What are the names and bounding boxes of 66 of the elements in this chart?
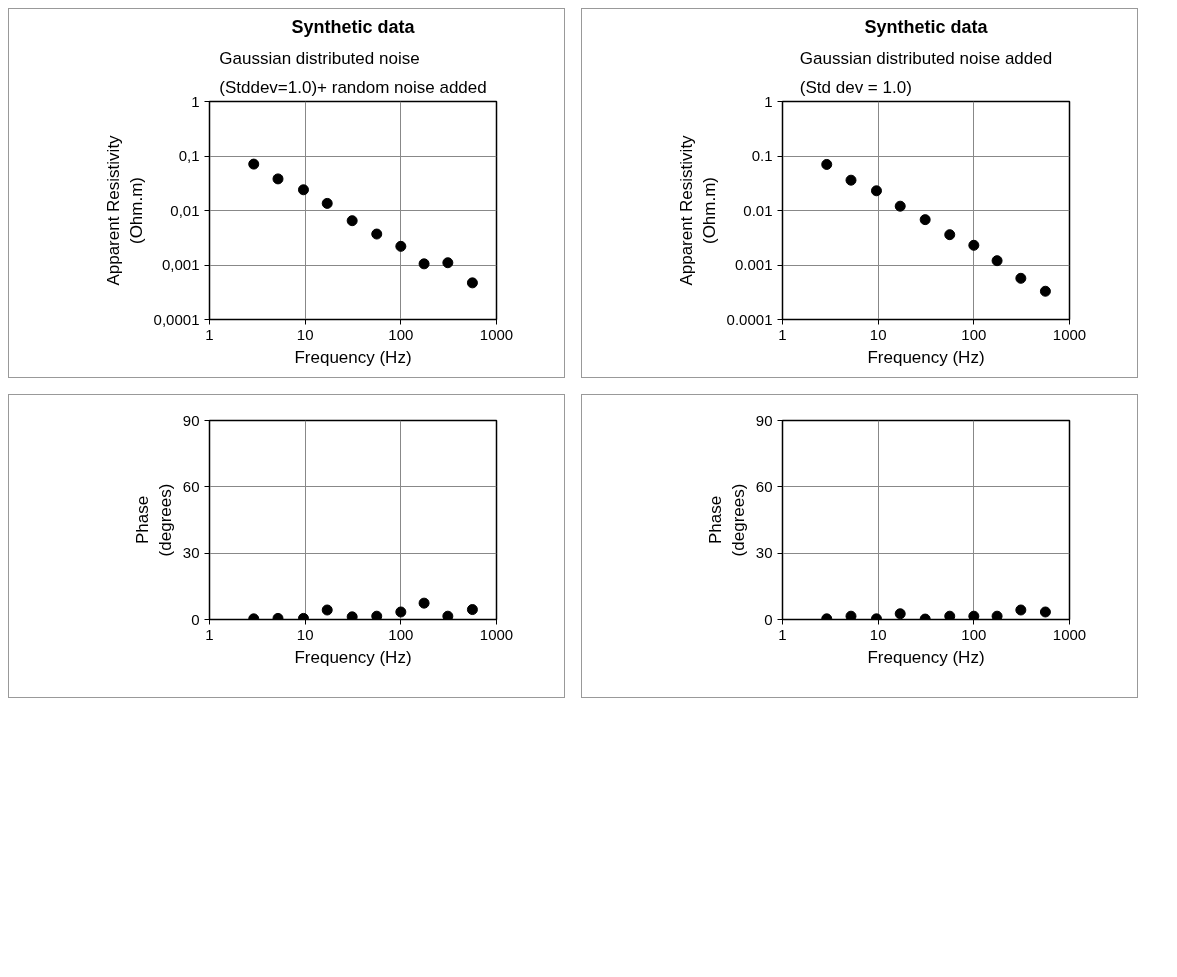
point bbox=[297, 184, 309, 196]
chart-subtitle: Gaussian distributed noise added (Std dev = 1.0) bbox=[799, 49, 1053, 97]
y-tick-label: 60 bbox=[182, 477, 200, 495]
y-tick-label: 60 bbox=[755, 477, 773, 495]
x-tick-label: 10 bbox=[869, 325, 887, 343]
x-tick-label: 1 bbox=[778, 325, 787, 343]
point bbox=[371, 228, 383, 240]
y-tick-label: 0,1 bbox=[178, 147, 200, 164]
x-tick-label: 1000 bbox=[1052, 325, 1087, 343]
point bbox=[845, 174, 857, 186]
y-tick-label: 0,001 bbox=[161, 256, 200, 273]
x-tick-label: 100 bbox=[961, 625, 987, 643]
chart-subtitle: Gaussian distributed noise (Stddev=1.0)+ random noise added bbox=[219, 49, 487, 97]
point bbox=[272, 173, 284, 185]
x-tick-label: 10 bbox=[296, 625, 314, 643]
point bbox=[395, 240, 407, 252]
x-tick-label: 10 bbox=[869, 625, 887, 643]
x-tick-label: 1 bbox=[205, 325, 214, 343]
x-tick-label: 1 bbox=[205, 625, 214, 643]
x-tick-label: 100 bbox=[388, 325, 414, 343]
point bbox=[821, 158, 833, 170]
point bbox=[968, 239, 980, 251]
y-tick-label: 0,01 bbox=[170, 201, 200, 219]
y-tick-label: 1 bbox=[191, 92, 200, 110]
chart-title: Synthetic data bbox=[291, 16, 416, 37]
y-tick-label: 0 bbox=[764, 610, 773, 628]
x-tick-label: 100 bbox=[388, 625, 414, 643]
point bbox=[919, 214, 931, 226]
y-axis-title: Apparent Resistivity (Ohm.m) bbox=[676, 134, 719, 286]
point bbox=[991, 255, 1003, 267]
point bbox=[442, 257, 454, 269]
x-tick-label: 10 bbox=[296, 325, 314, 343]
x-tick-label: 1000 bbox=[479, 625, 514, 643]
x-axis-title: Frequency (Hz) bbox=[867, 647, 985, 667]
x-axis-title: Frequency (Hz) bbox=[867, 347, 985, 367]
x-tick-label: 100 bbox=[961, 325, 987, 343]
point bbox=[944, 229, 956, 241]
y-axis-title: Phase (degrees) bbox=[133, 483, 175, 557]
y-tick-label: 30 bbox=[755, 544, 773, 562]
y-tick-label: 90 bbox=[755, 411, 773, 429]
x-axis-title: Frequency (Hz) bbox=[294, 347, 412, 367]
point bbox=[1039, 285, 1051, 297]
point bbox=[1015, 272, 1027, 284]
x-tick-label: 1000 bbox=[1052, 625, 1087, 643]
point bbox=[870, 185, 882, 197]
y-tick-label: 0.01 bbox=[743, 201, 773, 219]
y-tick-label: 30 bbox=[182, 544, 200, 562]
x-tick-label: 1 bbox=[778, 625, 787, 643]
point bbox=[346, 215, 358, 227]
x-axis-title: Frequency (Hz) bbox=[294, 647, 412, 667]
point bbox=[248, 158, 260, 170]
y-tick-label: 0.001 bbox=[734, 256, 773, 273]
point bbox=[418, 258, 430, 270]
y-tick-label: 0 bbox=[191, 610, 200, 628]
chart-title: Synthetic data bbox=[864, 16, 989, 37]
x-tick-label: 1000 bbox=[479, 325, 514, 343]
y-tick-label: 90 bbox=[182, 411, 200, 429]
y-tick-label: 0.1 bbox=[751, 147, 773, 164]
point bbox=[321, 197, 333, 209]
point bbox=[466, 277, 478, 289]
point bbox=[894, 200, 906, 212]
y-axis-title: Apparent Resistivity (Ohm.m) bbox=[103, 134, 146, 286]
y-tick-label: 0,0001 bbox=[153, 310, 200, 328]
y-tick-label: 0.0001 bbox=[726, 310, 773, 328]
y-axis-title: Phase (degrees) bbox=[706, 483, 748, 557]
y-tick-label: 1 bbox=[764, 92, 773, 110]
